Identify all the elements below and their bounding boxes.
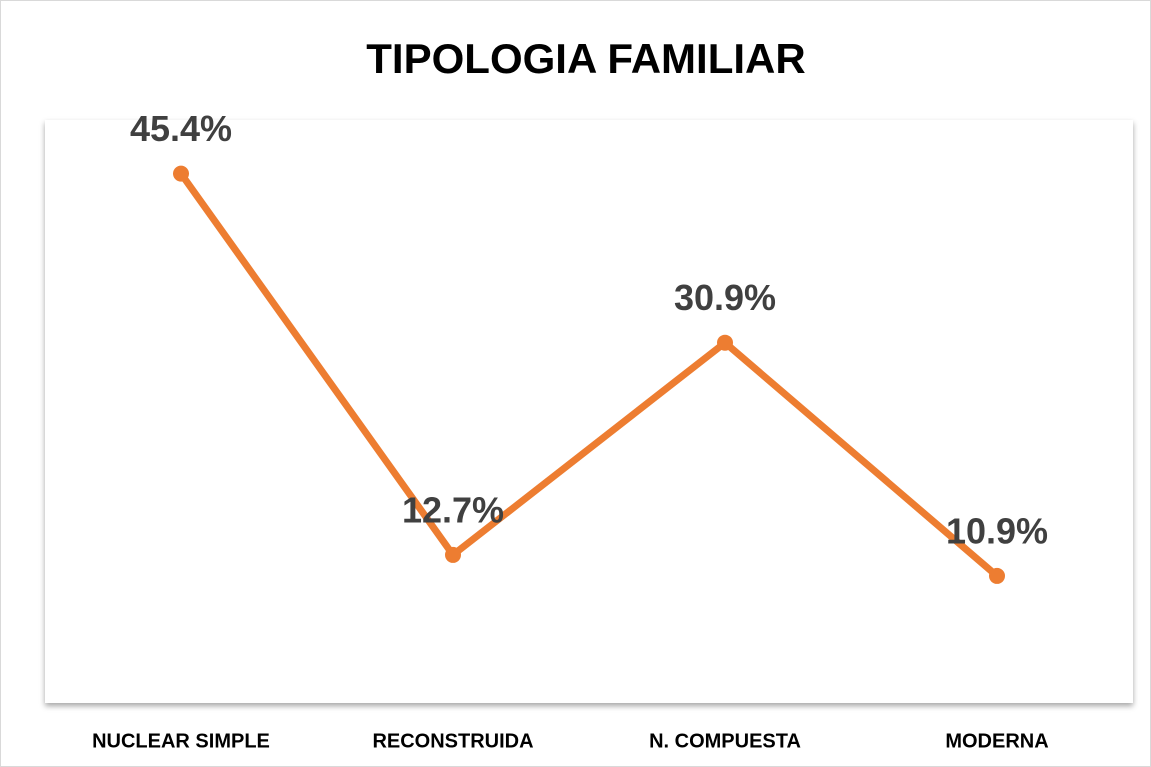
x-tick-label: MODERNA [945,730,1048,752]
x-tick-label: N. COMPUESTA [649,730,801,752]
data-label: 10.9% [946,510,1048,551]
marker [717,334,733,351]
data-label: 12.7% [402,489,504,530]
chart-title: TIPOLOGIA FAMILIAR [366,35,805,82]
data-label: 45.4% [130,108,232,149]
x-tick-label: RECONSTRUIDA [372,730,533,752]
data-label: 30.9% [674,277,776,318]
plot-area [45,120,1133,703]
marker [173,165,189,182]
line [177,170,1001,580]
marker [445,546,461,563]
marker [989,567,1005,584]
x-tick-label: NUCLEAR SIMPLE [92,730,270,752]
